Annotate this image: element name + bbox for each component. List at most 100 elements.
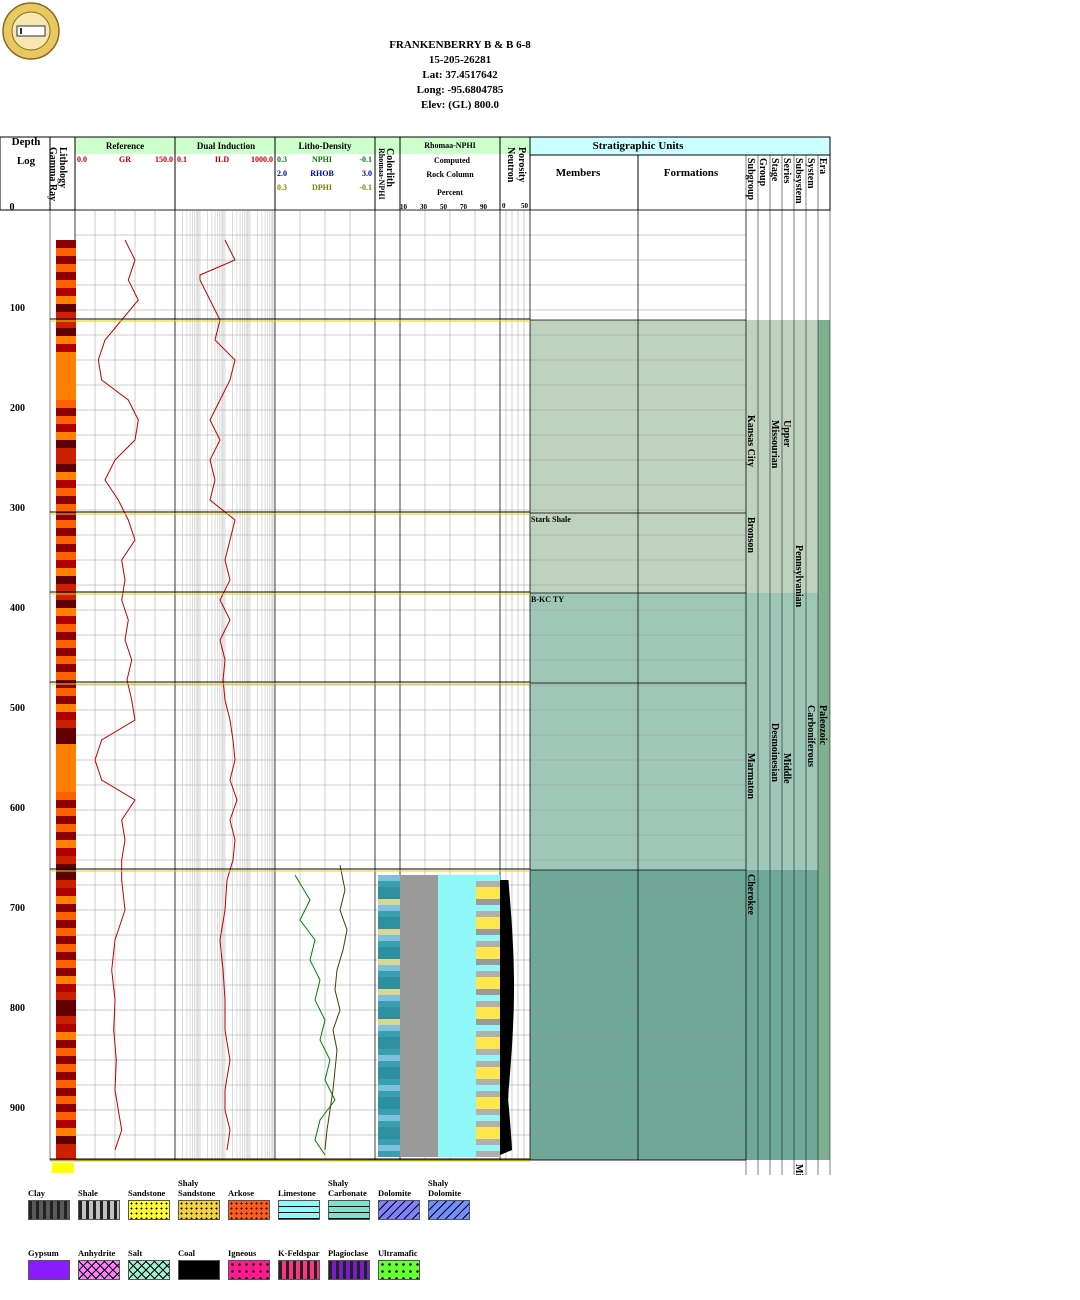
ild-max: 1000.0 [251, 155, 273, 164]
rhomaa-tick: 30 [420, 203, 428, 211]
gamma-ray-strip [56, 1152, 76, 1160]
depth-sub: Log [17, 155, 36, 167]
gr-curve: GR [119, 155, 131, 164]
gamma-ray-strip [56, 1016, 76, 1024]
rock-mixed [476, 1091, 500, 1097]
rock-limestone [438, 1025, 476, 1031]
gamma-ray-strip [56, 784, 76, 792]
colorlith-band [378, 989, 400, 995]
legend-swatch [228, 1260, 270, 1280]
strat-header-band [530, 137, 830, 155]
legend-item: Shaly Dolomite [428, 1178, 470, 1220]
gamma-ray-strip [56, 904, 76, 912]
rock-mixed [476, 1097, 500, 1103]
gamma-ray-strip [56, 1112, 76, 1120]
rank-header: Subgroup [745, 158, 756, 201]
legend-swatch [278, 1260, 320, 1280]
rank-header: Group [757, 158, 768, 187]
rock-shale [400, 881, 438, 887]
gamma-ray-strip [56, 568, 76, 576]
rock-shale [400, 1019, 438, 1025]
rock-shale [400, 893, 438, 899]
gamma-ray-strip [56, 296, 76, 304]
rock-mixed [476, 1001, 500, 1007]
legend-swatch [78, 1260, 120, 1280]
rock-limestone [438, 1055, 476, 1061]
colorlith-band [378, 977, 400, 983]
colorlith-band [378, 1097, 400, 1103]
api-number: 15-205-26281 [428, 54, 492, 66]
colorlith-band [378, 1007, 400, 1013]
rhomaa-tick: 90 [480, 203, 488, 211]
gamma-ray-strip [56, 776, 76, 784]
ld-curve: NPHI [312, 155, 332, 164]
rock-shale [400, 1007, 438, 1013]
strat-unit-label: Kansas City [745, 415, 756, 467]
gamma-ray-strip [56, 648, 76, 656]
rock-mixed [476, 917, 500, 923]
gamma-ray-strip [56, 288, 76, 296]
strat-unit-label: Pennsylvanian [793, 545, 804, 608]
rock-limestone [438, 941, 476, 947]
rock-mixed [476, 935, 500, 941]
rank-header: Stage [769, 158, 780, 182]
legend-label: Shaly Carbonate [328, 1178, 367, 1198]
rock-mixed [476, 977, 500, 983]
rock-mixed [476, 1067, 500, 1073]
legend-label: Dolomite [378, 1188, 412, 1198]
track-header-band [75, 137, 530, 154]
rock-shale [400, 1115, 438, 1121]
gamma-ray-strip [56, 1024, 76, 1032]
depth-label: 200 [10, 403, 25, 414]
gamma-ray-strip [56, 1000, 76, 1008]
gamma-ray-strip [56, 552, 76, 560]
rock-limestone [438, 1103, 476, 1109]
gamma-ray-strip [56, 936, 76, 944]
gamma-ray-strip [56, 800, 76, 808]
gamma-ray-strip [56, 688, 76, 696]
rock-mixed [476, 1025, 500, 1031]
rock-shale [400, 1139, 438, 1145]
member-label: B-KC TY [531, 595, 564, 604]
gamma-ray-strip [56, 608, 76, 616]
legend-item: Coal [178, 1238, 220, 1280]
ld-max: 3.0 [362, 169, 372, 178]
gamma-ray-strip [56, 880, 76, 888]
rock-shale [400, 935, 438, 941]
rock-mixed [476, 989, 500, 995]
members-title: Members [556, 167, 601, 179]
rock-shale [400, 917, 438, 923]
rock-mixed [476, 1085, 500, 1091]
colorlith-band [378, 1061, 400, 1067]
rock-mixed [476, 887, 500, 893]
colorlith-band [378, 965, 400, 971]
strat-unit-label: Carboniferous [805, 705, 816, 767]
rock-mixed [476, 1127, 500, 1133]
legend-swatch [178, 1200, 220, 1220]
gamma-ray-strip [56, 1080, 76, 1088]
colorlith-band [378, 929, 400, 935]
rock-mixed [476, 875, 500, 881]
rock-limestone [438, 1133, 476, 1139]
colorlith-band [378, 1019, 400, 1025]
legend-label: Sandstone [128, 1188, 166, 1198]
rock-shale [400, 965, 438, 971]
rock-shale [400, 1109, 438, 1115]
depth-label: 500 [10, 703, 25, 714]
rock-limestone [438, 1121, 476, 1127]
legend-label: Plagioclase [328, 1248, 369, 1258]
rock-limestone [438, 911, 476, 917]
colorlith-band [378, 1151, 400, 1157]
rank-header: Era [817, 158, 828, 174]
rock-limestone [438, 935, 476, 941]
rhomaa-l1: Computed [434, 156, 471, 165]
rock-mixed [476, 893, 500, 899]
rock-mixed [476, 1103, 500, 1109]
strat-unit-label: Desmoinesian [769, 723, 780, 782]
colorlith-band [378, 971, 400, 977]
gamma-ray-strip [56, 760, 76, 768]
legend-swatch [128, 1200, 170, 1220]
gamma-ray-strip [56, 864, 76, 872]
rock-limestone [438, 1097, 476, 1103]
rock-shale [400, 941, 438, 947]
